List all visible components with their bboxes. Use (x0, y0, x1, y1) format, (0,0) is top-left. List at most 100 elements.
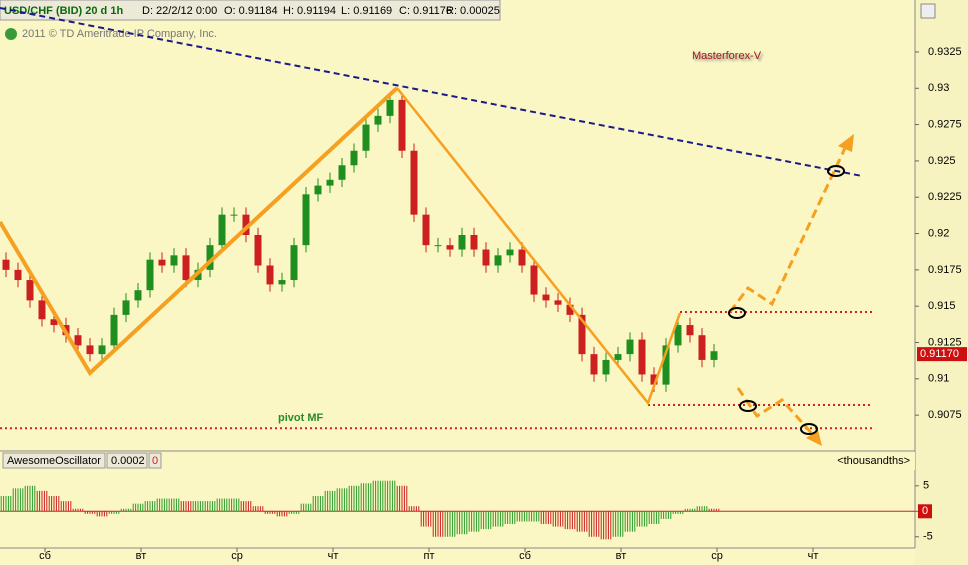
candle-body (494, 255, 502, 266)
osc-param: 0 (152, 455, 158, 467)
pivot-label: pivot MF (278, 412, 323, 424)
candle-body (134, 290, 142, 301)
candle-body (110, 314, 118, 346)
y-tick-label: 0.93 (928, 82, 949, 94)
y-tick-label: 0.915 (928, 300, 956, 312)
candle-body (230, 214, 238, 216)
marker (827, 165, 845, 177)
osc-value: 0.0002 (111, 455, 145, 467)
candle-body (350, 150, 358, 166)
candle-body (50, 319, 58, 326)
osc-value-box (106, 452, 148, 469)
candle-body (314, 185, 322, 195)
candle-body (398, 99, 406, 151)
settings-button[interactable] (920, 3, 936, 19)
candle-body (2, 259, 10, 270)
open: O: 0.91184 (224, 5, 278, 17)
candle-body (98, 345, 106, 355)
candle-body (590, 354, 598, 375)
candle-body (254, 235, 262, 266)
x-tick-label: чт (808, 550, 819, 562)
marker (800, 423, 818, 435)
candle-body (86, 345, 94, 355)
plot: 0.9075 0.91 0.9125 0.915 0.9175 0.92 0.9225 0.9… (0, 46, 967, 562)
candle-body (74, 335, 82, 346)
candle-body (602, 359, 610, 375)
zero-tag-label: 0 (922, 505, 928, 517)
candle-body (14, 269, 22, 281)
candle-body (614, 354, 622, 360)
candle-body (542, 294, 550, 301)
close: C: 0.91176 (399, 5, 452, 17)
copyright: 2011 © TD Ameritrade IP Company, Inc. (22, 28, 217, 40)
candle-body (422, 214, 430, 246)
candle-body (122, 300, 130, 315)
candle-body (650, 374, 658, 385)
y-tick-label: 0.9325 (928, 46, 962, 58)
x-tick-label: сб (39, 550, 51, 562)
date: D: 22/2/12 0:00 (142, 5, 217, 17)
candle-body (458, 235, 466, 250)
x-tick-label: ср (711, 550, 723, 562)
y-tick-label: 0.9175 (928, 264, 962, 276)
candle-body (374, 115, 382, 125)
unit-label: <thousandths> (837, 455, 910, 467)
drawings (0, 7, 863, 446)
range: R: 0.00025 (446, 5, 500, 17)
candle-body (638, 339, 646, 375)
candle-body (530, 265, 538, 295)
y-tick-label: 5 (923, 480, 929, 492)
osc-header (0, 452, 915, 470)
x-tick-label: вт (616, 550, 627, 562)
candle-body (206, 245, 214, 270)
candle-body (410, 150, 418, 215)
forecast-arrow (728, 145, 848, 313)
header-bar (0, 0, 501, 21)
y-tick-label: 0.91 (928, 373, 949, 385)
brand: Masterforex-V (692, 50, 762, 62)
candle-body (434, 245, 442, 247)
candle-body (482, 249, 490, 266)
y-tick-label: 0.9125 (928, 336, 962, 348)
x-tick-label: сб (519, 550, 531, 562)
info-icon[interactable] (5, 28, 17, 40)
candle-body (182, 255, 190, 281)
candle-body (146, 259, 154, 291)
marker (739, 400, 757, 412)
y-tick-label: 0.9225 (928, 191, 962, 203)
y-tick-label: -5 (923, 531, 933, 543)
candle-body (362, 124, 370, 151)
price-tag (917, 347, 967, 362)
high: H: 0.91194 (283, 5, 336, 17)
zigzag (396, 87, 682, 406)
y-tick-label: 0.925 (928, 155, 956, 167)
candle-body (554, 300, 562, 305)
zigzag (0, 86, 399, 377)
candle-body (566, 304, 574, 315)
candle-body (698, 335, 706, 360)
osc-param-box (148, 452, 162, 469)
candle-body (470, 235, 478, 250)
candle-body (578, 314, 586, 355)
osc-name-box (2, 452, 106, 469)
candle-body (38, 300, 46, 320)
candle-body (662, 345, 670, 385)
arrow-head (806, 430, 822, 446)
candle-body (242, 214, 250, 235)
candle-body (218, 214, 226, 246)
x-tick-label: ср (231, 550, 243, 562)
y-tick-label: 0.9075 (928, 409, 962, 421)
axis-panel (915, 0, 968, 565)
candle-body (266, 265, 274, 285)
zero-tag (918, 504, 932, 519)
candle-body (26, 280, 34, 301)
y-tick-label: 0.9275 (928, 119, 962, 131)
candle-body (290, 245, 298, 281)
marker (728, 307, 746, 319)
low: L: 0.91169 (341, 5, 392, 17)
candle-body (446, 245, 454, 250)
candle-body (158, 259, 166, 266)
candle-body (626, 339, 634, 355)
